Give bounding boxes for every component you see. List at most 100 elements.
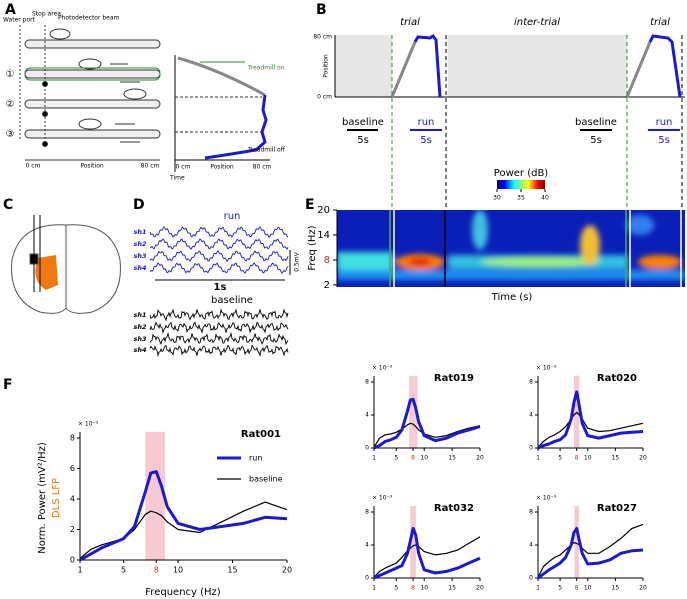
y-tick-label: 4 — [529, 542, 533, 549]
channel-label: sh3 — [133, 252, 146, 260]
mouse — [78, 118, 102, 130]
x-tick-label: 8 — [411, 455, 415, 462]
y-tick-label: 4 — [529, 412, 533, 419]
phase-label: inter-trial — [514, 17, 560, 28]
spectrogram-blob — [480, 257, 600, 267]
scale-label: baseline — [575, 117, 617, 128]
label: Power (dB) — [494, 168, 549, 179]
legend-label: run — [249, 454, 262, 463]
trial-position-grey — [177, 56, 266, 97]
x-tick-label: 20 — [639, 585, 647, 592]
series-line — [79, 470, 288, 562]
y-tick-label: 8 — [529, 379, 533, 386]
colorbar-tick-label: 40 — [541, 195, 549, 202]
x-tick-label: 10 — [584, 455, 592, 462]
trial-position-blue — [204, 94, 268, 160]
spectrogram-blob — [626, 215, 654, 235]
x-tick-label: 5 — [394, 455, 398, 462]
y-label: Norm. Power (mV²/Hz) — [37, 442, 48, 554]
y-tick-label: 8 — [365, 379, 369, 386]
scale-duration: 5s — [420, 135, 432, 146]
dls-region — [35, 255, 58, 290]
mouse — [78, 58, 102, 70]
panel-a-drawing — [19, 25, 270, 172]
trial-grey — [390, 41, 417, 98]
panel-label: D — [133, 197, 145, 213]
lfp-trace — [149, 308, 289, 322]
label: Photodetector beam — [58, 15, 120, 22]
lfp-trace — [149, 344, 289, 358]
mouse — [123, 88, 147, 100]
channel-label: sh3 — [133, 335, 146, 343]
scale-label: run — [418, 117, 435, 128]
step-number: ② — [6, 99, 15, 110]
lfp-trace — [149, 238, 289, 251]
treadmill-on-outline — [24, 67, 161, 81]
phase-label: trial — [650, 17, 670, 28]
panel-b-drawing — [334, 33, 685, 210]
scale-label: baseline — [342, 117, 384, 128]
x-tick-label: 20 — [282, 566, 292, 575]
channel-label: sh1 — [133, 311, 146, 319]
series-line — [373, 527, 481, 580]
water-drop — [42, 81, 48, 87]
channel-label: sh2 — [133, 240, 146, 248]
trial-blue — [413, 33, 442, 98]
panel-label: B — [316, 2, 327, 18]
y-tick-label: 6 — [70, 464, 75, 473]
series-line — [373, 536, 481, 578]
x-tick-label: 10 — [420, 455, 428, 462]
lfp-trace — [149, 331, 289, 346]
scale-label: 0.5mV — [294, 251, 301, 271]
series-line — [537, 527, 644, 580]
lfp-trace — [149, 249, 289, 263]
panel-label: C — [3, 197, 13, 213]
y-tick-label: 2 — [70, 525, 75, 534]
scale-duration: 5s — [658, 135, 670, 146]
trial-blue — [648, 34, 682, 98]
colorbar — [497, 180, 545, 189]
y-tick-label: 4 — [365, 542, 369, 549]
channel-label: sh4 — [133, 346, 146, 354]
channel-label: sh1 — [133, 228, 146, 236]
label: 0 cm — [317, 94, 332, 101]
chart-title: Rat020 — [597, 373, 637, 384]
label: 0 cm — [26, 163, 41, 170]
label: Water port — [3, 17, 36, 24]
x-tick-label: 10 — [420, 585, 428, 592]
label: Treadmill on — [247, 65, 285, 72]
y-label: Freq (Hz) — [307, 225, 318, 270]
inter-trial-shade — [448, 35, 627, 97]
axis-exponent: × 10⁻³ — [78, 421, 99, 428]
lfp-trace — [149, 226, 289, 238]
label: 0 cm — [176, 164, 191, 171]
y-tick-label: 4 — [70, 495, 75, 504]
series-line — [373, 422, 481, 448]
x-label: Time (s) — [491, 292, 533, 303]
x-tick-label: 5 — [121, 566, 126, 575]
series-line — [537, 390, 644, 450]
x-tick-label: 8 — [154, 566, 159, 575]
x-tick-label: 5 — [558, 455, 562, 462]
y-tick-label: 8 — [70, 434, 75, 443]
panel-label: A — [5, 2, 16, 18]
spectrogram-blob — [638, 255, 682, 269]
x-tick-label: 20 — [476, 585, 484, 592]
legend-label: baseline — [249, 475, 283, 484]
channel-label: sh4 — [133, 264, 146, 272]
panel-label: E — [305, 197, 315, 213]
y-tick-label: 8 — [365, 509, 369, 516]
phase-label: trial — [400, 17, 420, 28]
y-tick-label: 0 — [365, 575, 369, 582]
x-tick-label: 1 — [372, 585, 376, 592]
x-tick-label: 15 — [227, 566, 237, 575]
mouse — [49, 28, 71, 40]
x-label: Frequency (Hz) — [145, 587, 221, 598]
x-tick-label: 5 — [558, 585, 562, 592]
axis-exponent: × 10⁻³ — [372, 495, 393, 502]
y-tick-label: 2 — [324, 280, 330, 291]
treadmill — [24, 99, 161, 109]
x-tick-label: 10 — [173, 566, 183, 575]
colorbar-tick-label: 30 — [493, 195, 501, 202]
